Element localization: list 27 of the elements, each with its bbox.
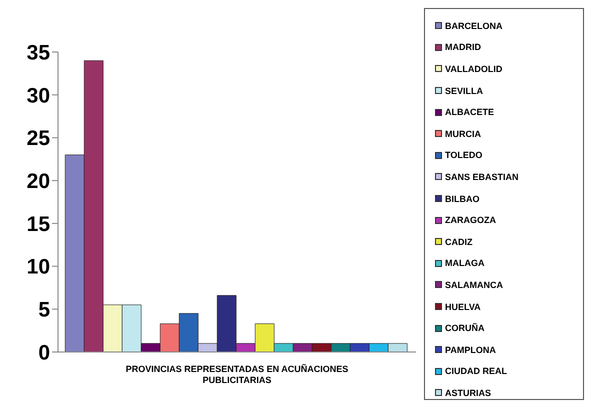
legend-label: SALAMANCA (445, 280, 503, 290)
legend-label: MALAGA (445, 258, 484, 268)
y-tick-label: 25 (26, 127, 50, 150)
y-tick-label: 5 (38, 298, 50, 322)
legend-label: CADIZ (445, 236, 472, 247)
y-tick-label: 10 (26, 256, 50, 279)
legend-label: BILBAO (445, 194, 480, 204)
legend-label: MURCIA (445, 128, 481, 139)
y-tick-label: 15 (26, 212, 50, 236)
legend-label: ASTURIAS (445, 388, 492, 398)
legend-label: CIUDAD REAL (445, 366, 507, 376)
legend-label: VALLADOLID (445, 64, 502, 74)
legend-label: SANS EBASTIAN (445, 172, 519, 182)
legend-label: HUELVA (445, 302, 481, 312)
y-tick-label: 0 (38, 341, 50, 364)
legend-label: MADRID (445, 42, 481, 52)
legend-label: SEVILLA (445, 86, 484, 96)
y-tick-label: 20 (26, 170, 50, 194)
legend-label: TOLEDO (445, 150, 482, 160)
legend-label: ALBACETE (445, 107, 494, 118)
legend-label: BARCELONA (445, 20, 502, 31)
x-tick-label: PROVINCIAS REPRESENTADAS EN ACUÑACIONES PUBLICITARIAS (126, 363, 348, 385)
legend-label: ZARAGOZA (445, 215, 496, 226)
legend-label: CORUÑA (445, 323, 484, 334)
y-tick-label: 35 (26, 41, 50, 64)
y-tick-label: 30 (26, 84, 50, 108)
legend-label: PAMPLONA (445, 344, 496, 355)
